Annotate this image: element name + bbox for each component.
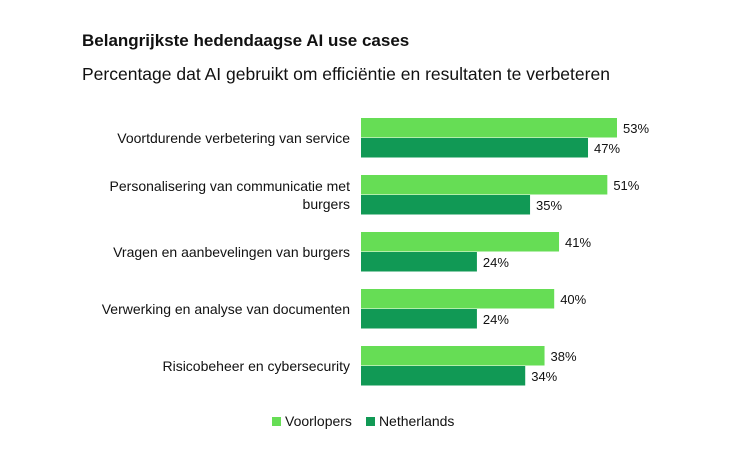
data-label: 41%: [565, 235, 591, 250]
data-label: 53%: [623, 121, 649, 136]
bar-netherlands: [361, 252, 477, 272]
data-label: 24%: [483, 312, 509, 327]
category-label: Vragen en aanbevelingen van burgers: [113, 244, 350, 260]
category-label: Verwerking en analyse van documenten: [102, 301, 350, 317]
bar-voorlopers: [361, 118, 617, 138]
legend-swatch-voorlopers: [272, 416, 281, 426]
bar-netherlands: [361, 138, 589, 158]
data-label: 47%: [594, 141, 620, 156]
bar-voorlopers: [361, 175, 608, 195]
category-label: Personalisering van communicatie met: [110, 178, 351, 194]
bar-voorlopers: [361, 232, 560, 252]
legend: Voorlopers Netherlands: [272, 413, 454, 429]
bar-netherlands: [361, 195, 531, 215]
bar-voorlopers: [361, 346, 545, 366]
bar-netherlands: [361, 309, 477, 329]
data-label: 40%: [560, 292, 586, 307]
legend-swatch-netherlands: [365, 416, 375, 426]
data-label: 38%: [551, 349, 577, 364]
data-label: 24%: [483, 255, 509, 270]
legend-label-netherlands: Netherlands: [378, 413, 455, 429]
category-label: burgers: [303, 196, 350, 212]
data-label: 34%: [531, 369, 557, 384]
bar-voorlopers: [361, 289, 555, 309]
category-label: Risicobeheer en cybersecurity: [162, 358, 350, 374]
category-label: Voortdurende verbetering van service: [117, 130, 350, 146]
legend-label-voorlopers: Voorlopers: [285, 413, 352, 429]
bar-netherlands: [361, 366, 526, 386]
legend-item-voorlopers: Voorlopers: [272, 413, 352, 429]
legend-item-netherlands: Netherlands: [365, 413, 455, 429]
chart-title: Belangrijkste hedendaagse AI use cases: [82, 31, 410, 50]
data-label: 51%: [613, 178, 639, 193]
chart-subtitle: Percentage dat AI gebruikt om efficiënti…: [82, 64, 610, 84]
data-label: 35%: [536, 198, 562, 213]
